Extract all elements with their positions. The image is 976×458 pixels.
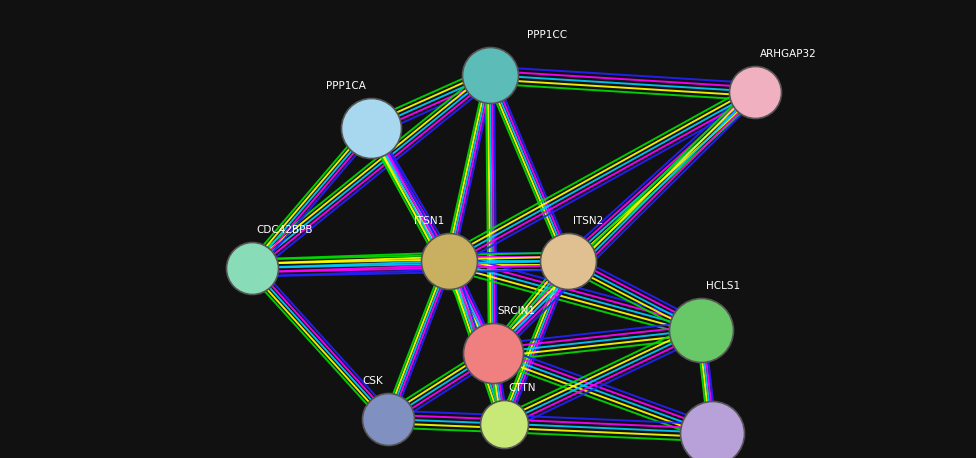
Text: ARHGAP32: ARHGAP32 <box>760 49 817 59</box>
Text: HCLS1: HCLS1 <box>706 281 740 291</box>
Point <box>485 349 501 356</box>
Point <box>693 326 709 333</box>
Text: CSK: CSK <box>363 376 384 386</box>
Text: ITSN2: ITSN2 <box>573 216 603 226</box>
Text: CTTN: CTTN <box>508 383 536 393</box>
Point <box>441 257 457 265</box>
Text: SRCIN1: SRCIN1 <box>498 306 536 316</box>
Point <box>705 429 720 436</box>
Text: ITSN1: ITSN1 <box>414 216 444 226</box>
Point <box>748 88 763 95</box>
Text: CDC42BPB: CDC42BPB <box>257 225 313 235</box>
Text: PPP1CA: PPP1CA <box>326 82 366 91</box>
Point <box>482 71 498 79</box>
Text: PPP1CC: PPP1CC <box>527 30 567 40</box>
Point <box>381 415 396 423</box>
Point <box>363 125 379 132</box>
Point <box>244 264 260 272</box>
Point <box>560 257 576 265</box>
Point <box>496 420 511 427</box>
